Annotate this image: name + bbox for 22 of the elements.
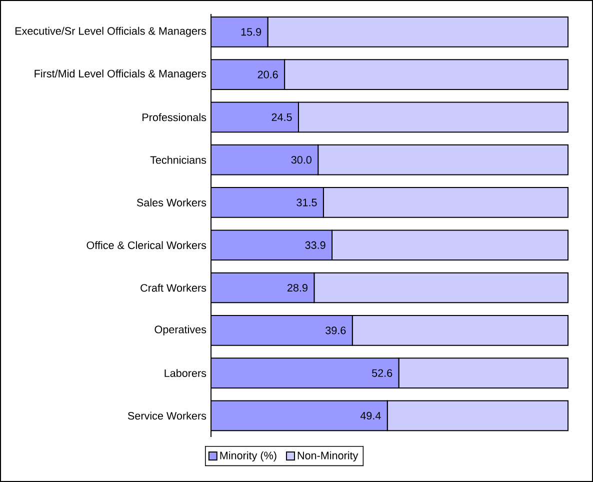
y-tick-label: First/Mid Level Officials & Managers <box>34 70 206 80</box>
y-tick-label: Sales Workers <box>136 198 206 206</box>
y-tick-label: Operatives <box>154 325 206 336</box>
legend-label: Non-Minority <box>298 451 358 462</box>
y-tick-label: Professionals <box>142 113 206 122</box>
data-label: 20.6 <box>258 70 278 78</box>
y-tick-label: Executive/Sr Level Officials & Managers <box>15 26 206 37</box>
data-label: 30.0 <box>291 156 312 164</box>
data-label: 49.4 <box>360 412 381 420</box>
data-label: 52.6 <box>372 369 392 377</box>
y-tick-label: Technicians <box>150 156 206 164</box>
legend-label: Minority (%) <box>220 451 276 462</box>
y-tick-label: Service Workers <box>128 412 206 420</box>
data-label: 24.5 <box>272 113 292 122</box>
y-tick-label: Craft Workers <box>140 284 206 292</box>
data-label: 28.9 <box>288 284 308 292</box>
data-label: 33.9 <box>305 241 326 249</box>
data-label: 31.5 <box>296 198 317 206</box>
data-label: 15.9 <box>241 28 262 36</box>
data-label: 39.6 <box>326 326 346 334</box>
y-tick-label: Office & Clerical Workers <box>86 241 206 250</box>
y-tick-label: Laborers <box>164 369 206 378</box>
